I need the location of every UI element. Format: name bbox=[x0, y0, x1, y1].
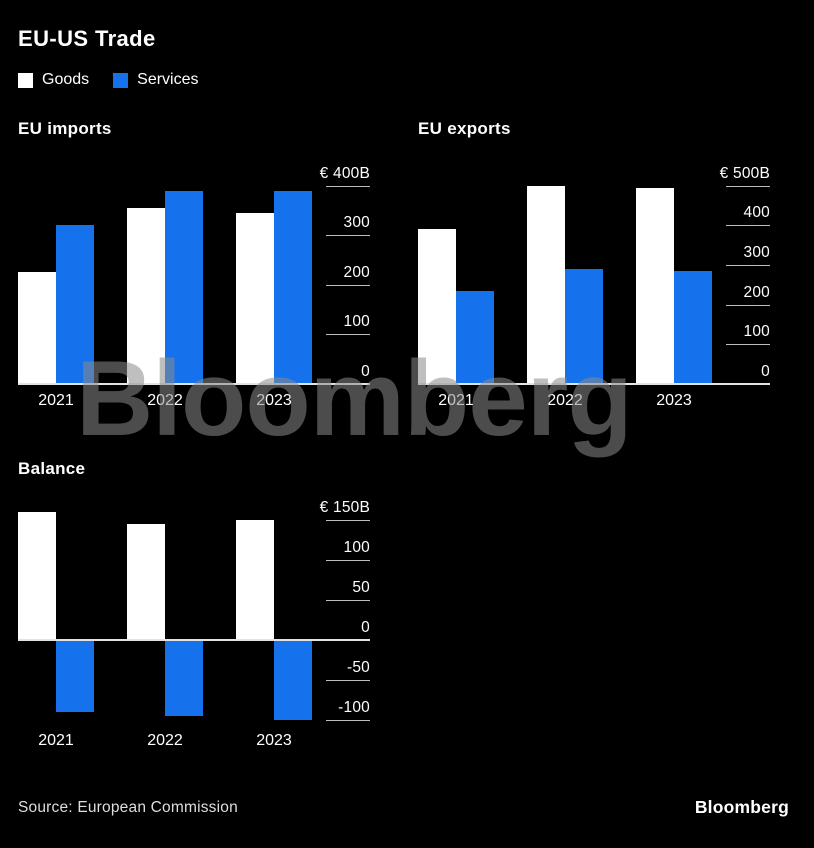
y-tick-line bbox=[326, 334, 370, 336]
bar-services-2022 bbox=[565, 269, 603, 384]
y-tick-label: -100 bbox=[338, 699, 370, 716]
bloomberg-logo: Bloomberg bbox=[694, 797, 789, 817]
chart-title-eu-exports: EU exports bbox=[418, 119, 511, 138]
y-tick-label: -50 bbox=[346, 659, 370, 676]
chart-eu-exports: EU exports € 500B 400 300 200 100 0 2021 2022 2… bbox=[418, 118, 770, 410]
bar-goods-2023 bbox=[236, 213, 274, 384]
plot-body: € 150B 100 50 0 -50 -100 bbox=[18, 499, 370, 724]
x-tick-label: 2023 bbox=[256, 392, 292, 409]
y-tick-label: 300 bbox=[343, 214, 370, 232]
bar-services-2021 bbox=[56, 225, 94, 384]
bar-goods-2023 bbox=[236, 520, 274, 640]
bar-group-2022 bbox=[527, 160, 603, 384]
x-tick-label: 2021 bbox=[38, 392, 74, 409]
plot-area bbox=[18, 160, 312, 384]
plot-body: € 400B 300 200 100 0 bbox=[18, 160, 370, 385]
services-swatch-icon bbox=[113, 72, 129, 88]
bar-goods-2022 bbox=[127, 208, 165, 384]
chart-balance: Balance € 150B 100 50 0 -50 -100 2021 2022 2023 bbox=[18, 458, 370, 750]
bar-group-2023 bbox=[636, 160, 712, 384]
y-tick-label: 300 bbox=[743, 244, 770, 262]
plot-area bbox=[418, 160, 712, 384]
y-tick-label: 200 bbox=[743, 283, 770, 301]
goods-swatch-icon bbox=[18, 72, 33, 88]
legend-item-services: Services bbox=[113, 71, 199, 89]
bar-services-2021 bbox=[56, 640, 94, 712]
bar-services-2022 bbox=[165, 640, 203, 716]
bar-services-2021 bbox=[456, 290, 494, 384]
y-axis: € 500B 400 300 200 100 0 bbox=[712, 160, 770, 384]
y-tick-label: 0 bbox=[361, 363, 370, 380]
y-tick-line bbox=[726, 304, 770, 306]
y-tick-line bbox=[726, 344, 770, 346]
y-tick-label: € 400B bbox=[319, 164, 370, 182]
zero-axis-line bbox=[18, 639, 370, 641]
x-axis: 2021 2022 2023 bbox=[18, 392, 312, 410]
x-axis: 2021 2022 2023 bbox=[418, 392, 712, 410]
legend-label-services: Services bbox=[137, 71, 199, 88]
bar-goods-2021 bbox=[418, 229, 456, 384]
y-tick-line bbox=[326, 235, 370, 237]
y-tick-line bbox=[326, 560, 370, 561]
y-tick-label: € 150B bbox=[319, 499, 370, 516]
bar-services-2022 bbox=[165, 190, 203, 384]
bar-group-2022 bbox=[127, 160, 203, 384]
bar-services-2023 bbox=[674, 271, 712, 384]
y-tick-label: 100 bbox=[343, 539, 370, 556]
y-tick-line bbox=[326, 520, 370, 521]
legend-item-goods: Goods bbox=[18, 71, 89, 89]
plot-body: € 500B 400 300 200 100 0 bbox=[418, 160, 770, 385]
bar-group-2021 bbox=[418, 160, 494, 384]
page-title: EU-US Trade bbox=[18, 26, 156, 51]
y-tick-line bbox=[726, 225, 770, 227]
y-tick-line bbox=[326, 680, 370, 681]
bar-services-2023 bbox=[274, 640, 312, 720]
y-tick-line bbox=[326, 185, 370, 187]
chart-title-balance: Balance bbox=[18, 459, 86, 478]
y-tick-label: 200 bbox=[343, 263, 370, 281]
bar-group-2021 bbox=[18, 500, 94, 724]
x-tick-label: 2022 bbox=[147, 392, 183, 409]
y-tick-label: 100 bbox=[743, 323, 770, 341]
bar-goods-2021 bbox=[18, 512, 56, 640]
zero-axis-line bbox=[418, 383, 770, 385]
plot-area bbox=[18, 500, 312, 724]
bar-group-2023 bbox=[236, 160, 312, 384]
y-tick-label: € 500B bbox=[719, 164, 770, 182]
y-tick-label: 50 bbox=[352, 579, 370, 596]
y-tick-line bbox=[326, 600, 370, 601]
legend: Goods Services bbox=[18, 71, 199, 89]
y-tick-label: 0 bbox=[361, 619, 370, 636]
y-axis: € 400B 300 200 100 0 bbox=[312, 160, 370, 384]
legend-label-goods: Goods bbox=[42, 71, 90, 88]
y-tick-line bbox=[726, 265, 770, 267]
x-tick-label: 2023 bbox=[256, 732, 292, 749]
y-tick-label: 0 bbox=[761, 363, 770, 380]
zero-axis-line bbox=[18, 383, 370, 385]
x-tick-label: 2022 bbox=[547, 392, 583, 409]
y-tick-line bbox=[326, 720, 370, 721]
source-note: Source: European Commission bbox=[18, 799, 238, 816]
x-tick-label: 2021 bbox=[38, 732, 74, 749]
bar-goods-2021 bbox=[18, 272, 56, 384]
y-tick-label: 400 bbox=[743, 204, 770, 222]
bar-group-2023 bbox=[236, 500, 312, 724]
x-tick-label: 2021 bbox=[438, 392, 474, 409]
chart-title-eu-imports: EU imports bbox=[18, 119, 112, 138]
bar-goods-2023 bbox=[636, 187, 674, 384]
x-tick-label: 2023 bbox=[656, 392, 692, 409]
bar-goods-2022 bbox=[527, 185, 565, 384]
chart-eu-imports: EU imports € 400B 300 200 100 0 2021 2022 2023 bbox=[18, 118, 370, 410]
y-tick-line bbox=[726, 185, 770, 187]
bar-group-2021 bbox=[18, 160, 94, 384]
y-axis: € 150B 100 50 0 -50 -100 bbox=[312, 499, 370, 724]
x-tick-label: 2022 bbox=[147, 732, 183, 749]
x-axis: 2021 2022 2023 bbox=[18, 732, 312, 750]
bar-goods-2022 bbox=[127, 524, 165, 640]
bar-group-2022 bbox=[127, 500, 203, 724]
y-tick-label: 100 bbox=[343, 313, 370, 331]
bar-services-2023 bbox=[274, 190, 312, 384]
y-tick-line bbox=[326, 284, 370, 286]
